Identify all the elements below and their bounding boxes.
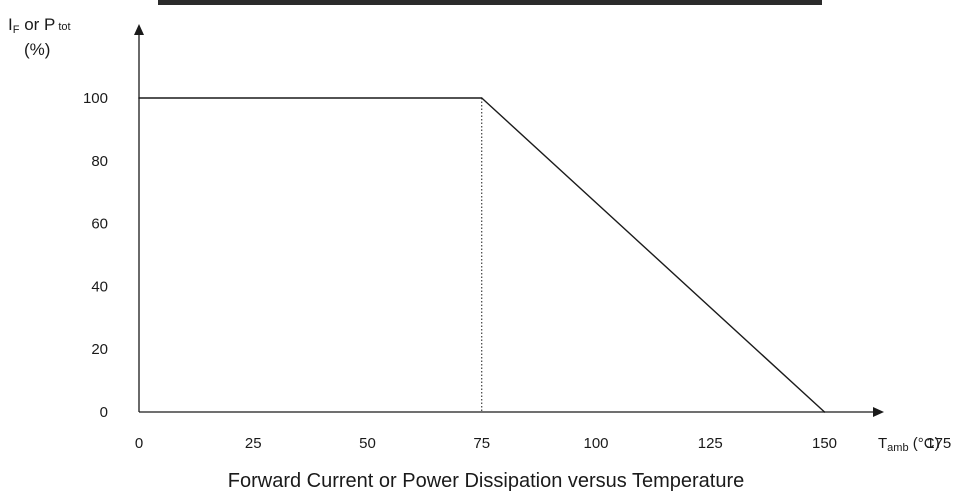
x-tick-label-100: 100 <box>583 435 608 452</box>
x-tick-label-125: 125 <box>698 435 723 452</box>
x-tick-label-175: 175 <box>926 435 951 452</box>
y-tick-label-40: 40 <box>91 278 108 295</box>
series-segment-2 <box>481 97 825 413</box>
x-tick-label-25: 25 <box>245 435 262 452</box>
x-axis-arrowhead <box>873 407 884 417</box>
y-tick-label-0: 0 <box>100 404 108 421</box>
x-tick-label-0: 0 <box>135 435 143 452</box>
y-tick-label-20: 20 <box>91 341 108 358</box>
chart-marks <box>138 97 826 413</box>
top-border-bar <box>158 0 822 5</box>
y-tick-label-100: 100 <box>83 90 108 107</box>
x-tick-labels: 0 25 50 75 100 125 150 175 <box>135 435 951 452</box>
derating-chart: 0 20 40 60 80 100 0 25 50 75 100 125 150 175 IF or P… <box>8 15 951 454</box>
y-axis-unit: (%) <box>24 40 50 59</box>
x-tick-label-50: 50 <box>359 435 376 452</box>
data-point-150 <box>823 411 826 413</box>
x-axis-title: Tamb (°C) <box>878 435 940 454</box>
chart-axes <box>134 24 884 417</box>
y-tick-labels: 0 20 40 60 80 100 <box>83 90 108 421</box>
y-tick-label-80: 80 <box>91 153 108 170</box>
chart-caption: Forward Current or Power Dissipation ver… <box>227 470 745 492</box>
data-point-75 <box>480 97 483 99</box>
y-axis-arrowhead <box>134 24 144 35</box>
data-point-0 <box>138 97 140 99</box>
x-tick-label-150: 150 <box>812 435 837 452</box>
y-tick-label-60: 60 <box>91 216 108 233</box>
x-tick-label-75: 75 <box>473 435 490 452</box>
